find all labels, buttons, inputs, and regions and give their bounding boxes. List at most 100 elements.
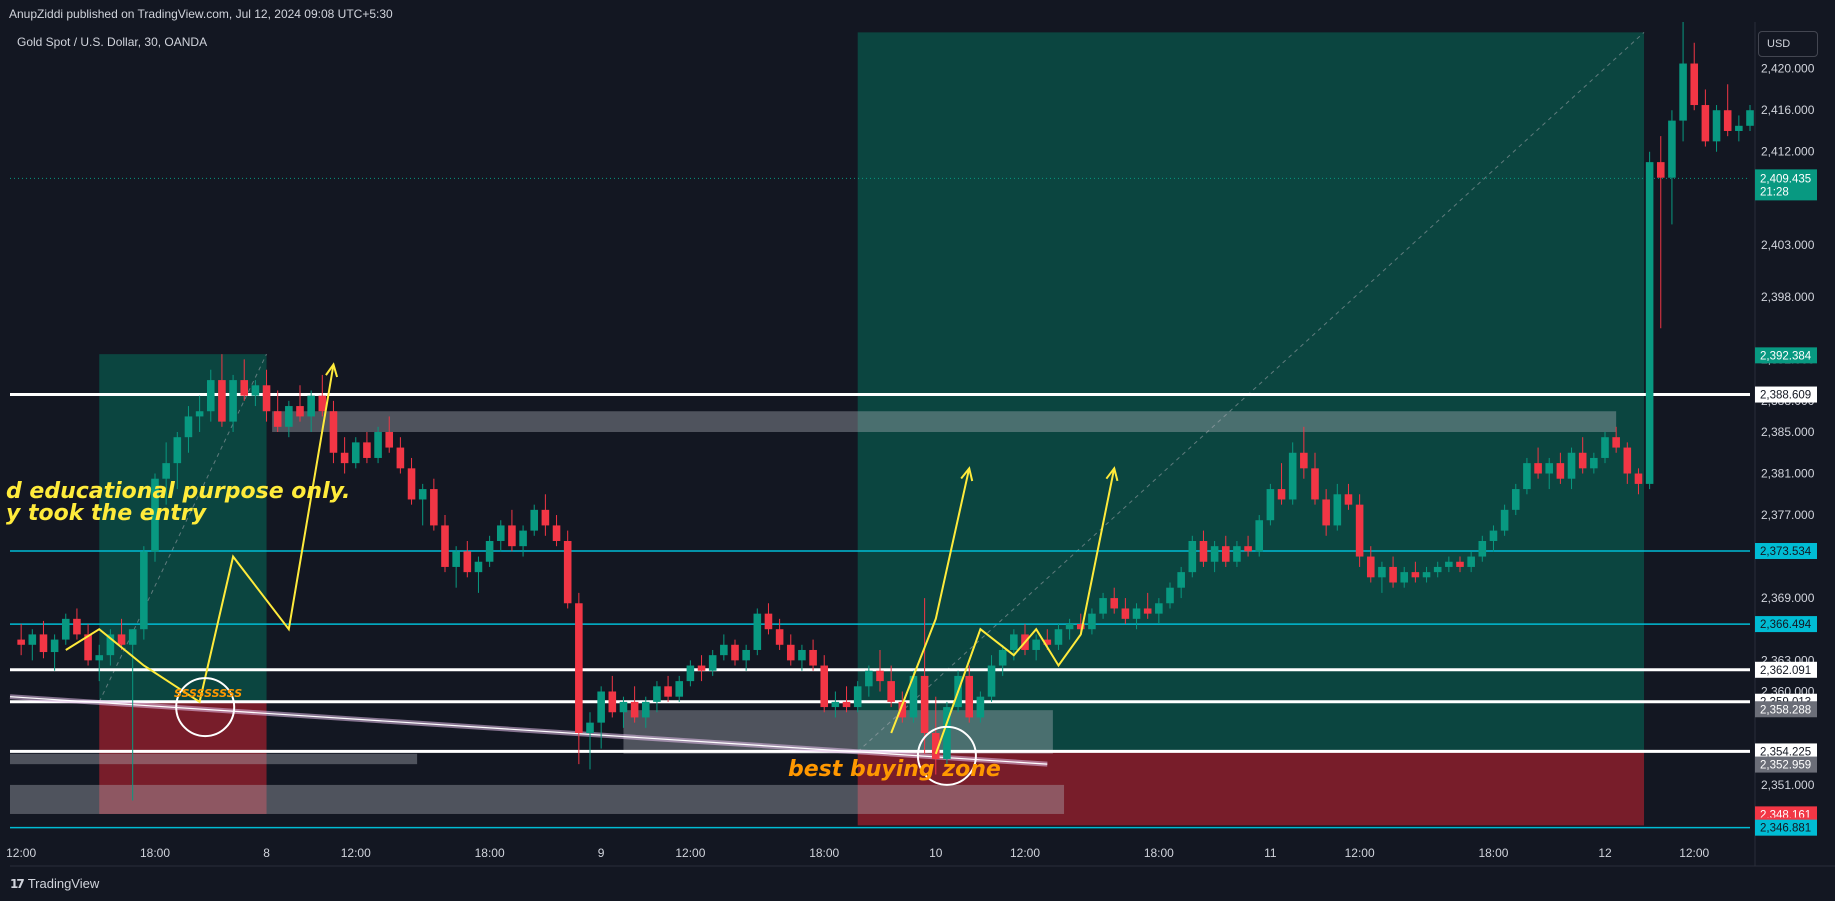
annotation-arrowhead-0 — [325, 362, 339, 378]
annotation-path-1[interactable] — [890, 468, 971, 734]
candle — [374, 426, 382, 464]
candle — [641, 696, 650, 728]
price-level-tag[interactable]: 2,388.609 — [1755, 386, 1817, 403]
price-level-tag[interactable]: 2,354.225 — [1755, 743, 1817, 760]
candle — [586, 712, 594, 770]
candle-body — [474, 561, 483, 573]
candle-body — [39, 634, 48, 653]
candle-body — [385, 432, 394, 448]
symbol-title[interactable]: Gold Spot / U.S. Dollar, 30, OANDA — [17, 35, 208, 49]
candle-body — [697, 665, 706, 671]
candle — [1166, 582, 1174, 609]
candle — [1344, 483, 1353, 510]
candle-body — [1277, 489, 1286, 500]
axes-layer: 2,420.000 2,416.000 2,412.000 2,403.000 2,39… — [6, 22, 1835, 867]
time-tick-label: 9 — [598, 846, 605, 860]
candle — [920, 598, 929, 754]
candle-body — [798, 649, 806, 661]
candle-body — [1110, 598, 1119, 609]
candle-body — [229, 380, 237, 422]
candle-body — [519, 530, 527, 547]
tradingview-logo[interactable]: 17 TradingView — [10, 876, 99, 891]
candle-body — [1043, 639, 1052, 645]
price-level-tag[interactable]: 2,362.091 — [1755, 661, 1817, 678]
candle-body — [1389, 566, 1397, 583]
price-level-tag-label: 2,358.288 — [1760, 704, 1811, 716]
candle — [764, 603, 773, 635]
candle-body — [630, 701, 639, 718]
candle-body — [296, 406, 304, 417]
candle-body — [1088, 613, 1096, 630]
candle — [965, 665, 974, 723]
price-level-tag[interactable]: 2,366.494 — [1755, 616, 1817, 633]
price-level-tag[interactable]: 2,358.288 — [1755, 701, 1817, 718]
price-level-tag-label: 2,366.494 — [1760, 619, 1812, 631]
candle — [50, 634, 59, 671]
candle — [563, 530, 572, 609]
price-tick-label: 2,420.000 — [1761, 62, 1815, 76]
candle — [340, 437, 349, 474]
candle — [1422, 566, 1431, 583]
candle-body — [329, 411, 338, 453]
candle — [17, 624, 25, 656]
price-level-tag-bg — [1755, 347, 1817, 364]
candle-body — [976, 696, 985, 718]
candle — [385, 416, 394, 453]
candle-body — [206, 380, 215, 412]
time-tick-label: 18:00 — [809, 846, 839, 860]
candle — [842, 686, 851, 713]
candle-body — [1355, 504, 1364, 557]
candle — [1177, 566, 1185, 599]
highlight-circle-0[interactable] — [175, 677, 236, 738]
candle — [1668, 110, 1676, 225]
annotation-arrowhead-1 — [960, 466, 974, 482]
candle-body — [61, 618, 70, 640]
time-tick-label: 12:00 — [675, 846, 705, 860]
candle-body — [1478, 540, 1487, 557]
candle — [552, 515, 561, 547]
candle — [865, 665, 873, 697]
candle — [39, 620, 48, 659]
candle-body — [1590, 457, 1598, 469]
price-level-tag[interactable]: 2,392.384 — [1755, 347, 1817, 364]
candle — [28, 629, 37, 661]
candle — [1366, 546, 1375, 583]
candle — [608, 675, 617, 718]
gray-zone-1[interactable] — [10, 753, 418, 765]
annotation-entry-text: y took the entry — [6, 501, 208, 526]
candle-body — [218, 380, 226, 422]
annotation-path-2[interactable] — [934, 468, 1116, 755]
chart-header: AnupZiddi published on TradingView.com, … — [0, 0, 1835, 28]
gray-zone-2[interactable] — [10, 784, 1065, 814]
price-tick-label: 2,403.000 — [1761, 238, 1815, 252]
gray-zone-3[interactable] — [623, 710, 1053, 754]
candle-body — [173, 437, 182, 464]
tradingview-brand-text: TradingView — [27, 876, 100, 891]
position-diagonal-1 — [857, 32, 1645, 753]
highlight-circle-1[interactable] — [916, 725, 977, 786]
candle — [742, 644, 750, 671]
candle — [84, 624, 92, 666]
candle-body — [1366, 556, 1375, 578]
loss-zone-1[interactable] — [857, 751, 1645, 826]
candle-body — [898, 701, 907, 718]
loss-zone-0[interactable] — [99, 701, 267, 814]
currency-selector[interactable]: USD — [1758, 31, 1818, 57]
candle — [285, 400, 293, 438]
candle — [151, 473, 159, 562]
trendline-inner — [9, 696, 1048, 765]
annotation-path-0[interactable] — [65, 364, 335, 704]
candle-body — [452, 551, 460, 567]
candle-body — [1378, 566, 1386, 578]
candle-body — [530, 509, 539, 531]
candle — [943, 701, 951, 765]
candle — [1489, 525, 1498, 552]
gray-zone-0[interactable] — [272, 411, 1617, 432]
price-level-tag[interactable]: 2,346.881 — [1755, 819, 1817, 836]
price-level-tag[interactable]: 2,352.959 — [1755, 756, 1817, 773]
price-level-tag[interactable]: 2,373.534 — [1755, 543, 1817, 560]
price-level-tag-label: 2,352.959 — [1760, 760, 1811, 772]
candle-body — [195, 411, 204, 417]
